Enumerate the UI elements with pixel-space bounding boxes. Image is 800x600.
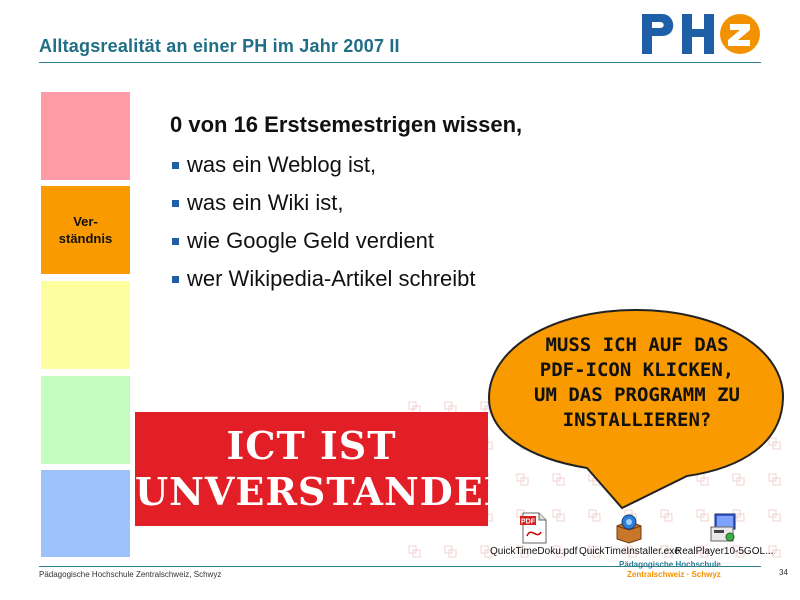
footer-brand-line-2: Zentralschweiz · Schwyz	[627, 570, 721, 579]
slide-title: Alltagsrealität an einer PH im Jahr 2007…	[39, 36, 400, 56]
list-item: was ein Wiki ist,	[170, 184, 522, 222]
list-item: wie Google Geld verdient	[170, 222, 522, 260]
installer-icon	[616, 514, 642, 544]
side-block-yellow	[41, 281, 130, 369]
content-list: 0 von 16 Erstsemestrigen wissen, was ein…	[170, 112, 522, 298]
file-label: QuickTimeInstaller.exe	[579, 546, 680, 557]
footer-brand: Pädagogische Hochschule Zentralschweiz ·…	[619, 560, 721, 580]
pdf-file-icon: PDF	[519, 512, 547, 544]
side-block-pink	[41, 92, 130, 180]
bullet-icon	[172, 199, 179, 207]
list-item-text: wer Wikipedia-Artikel schreibt	[187, 266, 476, 291]
content-lead: 0 von 16 Erstsemestrigen wissen,	[170, 112, 523, 137]
side-block-blue	[41, 470, 130, 557]
ict-banner: ICT IST UNVERSTANDEN	[135, 412, 520, 526]
banner-line-1: ICT IST	[226, 423, 397, 468]
side-block-label: Ver- ständnis	[58, 214, 113, 246]
footer-institution: Pädagogische Hochschule Zentralschweiz, …	[39, 570, 222, 579]
svg-text:PDF: PDF	[521, 519, 536, 526]
page-number: 34	[779, 568, 788, 577]
speech-bubble	[487, 308, 785, 510]
footer-divider	[39, 566, 761, 567]
bullet-icon	[172, 161, 179, 169]
file-label: RealPlayer10-5GOL...	[675, 546, 774, 557]
side-block-green	[41, 376, 130, 464]
banner-line-2: UNVERSTANDEN	[135, 469, 520, 514]
file-quicktime-doku[interactable]: PDF QuickTimeDoku.pdf	[490, 512, 577, 557]
bullet-icon	[172, 237, 179, 245]
file-label: QuickTimeDoku.pdf	[490, 546, 578, 557]
list-item-text: was ein Weblog ist,	[187, 152, 377, 177]
phz-logo	[642, 14, 760, 54]
bullet-icon	[172, 275, 179, 283]
list-item: was ein Weblog ist,	[170, 146, 522, 184]
speech-bubble-text: Muss ich auf das PDF-Icon klicken, um da…	[534, 334, 740, 431]
title-divider	[39, 62, 761, 63]
list-item: wer Wikipedia-Artikel schreibt	[170, 260, 522, 298]
file-realplayer[interactable]: RealPlayer10-5GOL...	[675, 512, 773, 557]
footer-brand-line-1: Pädagogische Hochschule	[619, 560, 721, 569]
setup-exe-icon	[710, 513, 736, 542]
list-item-text: was ein Wiki ist,	[187, 190, 344, 215]
list-item-text: wie Google Geld verdient	[187, 228, 435, 253]
file-quicktime-installer[interactable]: QuickTimeInstaller.exe	[579, 512, 680, 557]
side-block-verstaendnis: Ver- ständnis	[41, 186, 130, 274]
